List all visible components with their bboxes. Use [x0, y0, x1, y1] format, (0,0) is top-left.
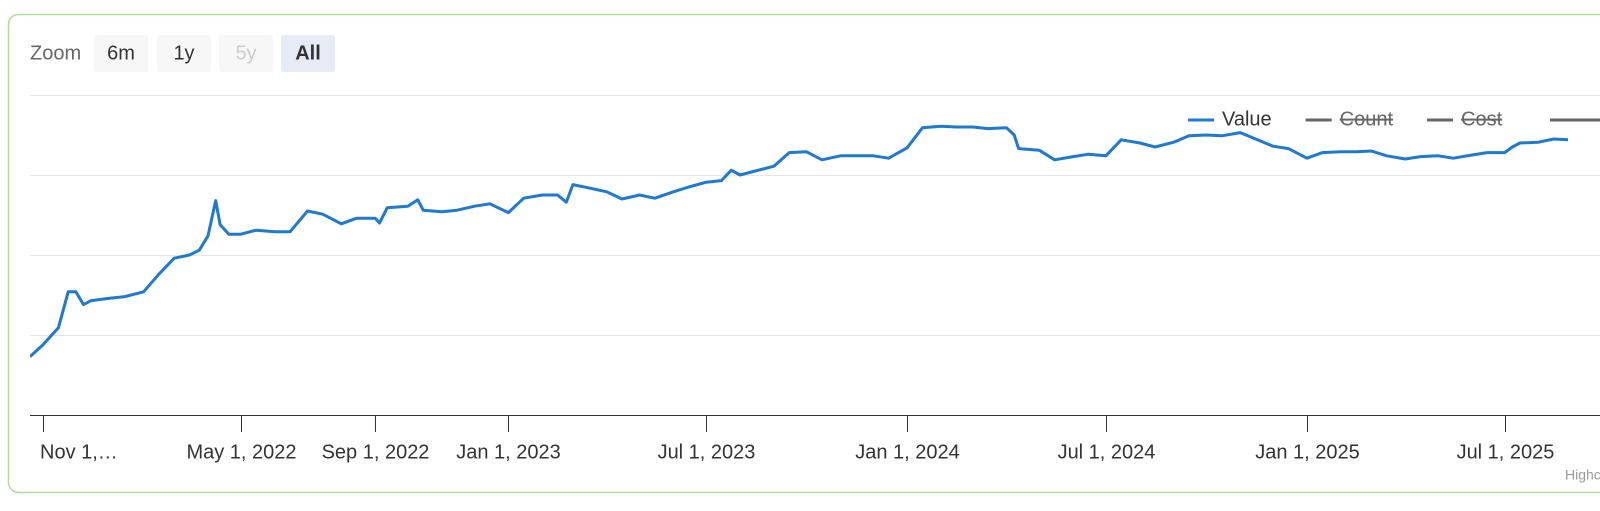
zoom-button-bg — [94, 35, 148, 72]
x-tick-label: Jan 1, 2023 — [456, 441, 561, 463]
legend-item[interactable]: Value — [1188, 108, 1272, 130]
x-tick-label: Jul 1, 2024 — [1058, 441, 1156, 463]
zoom-button-bg — [281, 35, 335, 72]
line-series — [30, 124, 1568, 358]
zoom-button-label: 6m — [107, 42, 135, 64]
zoom-button-label: 1y — [173, 42, 194, 64]
zoom-button[interactable]: 1y — [157, 35, 211, 72]
zoom-button-bg — [157, 35, 211, 72]
zoom-button-label: All — [295, 42, 321, 64]
x-tick-label: Sep 1, 2022 — [322, 441, 430, 463]
x-tick-label: Jan 1, 2025 — [1255, 441, 1360, 463]
x-tick-label: Jan 1, 2024 — [855, 441, 960, 463]
zoom-button[interactable]: All — [281, 35, 335, 72]
legend-label: Count — [1340, 108, 1394, 130]
x-tick-label: Jul 1, 2023 — [658, 441, 756, 463]
legend-label: Cost — [1461, 108, 1503, 130]
zoom-label: Zoom — [30, 42, 81, 64]
zoom-button[interactable]: 6m — [94, 35, 148, 72]
zoom-button-label: 5y — [235, 42, 256, 64]
credits[interactable]: Highcharts.com — [1565, 467, 1600, 483]
x-tick-label: Jul 1, 2025 — [1457, 441, 1555, 463]
x-tick-label: Nov 1,… — [40, 441, 118, 463]
legend-item[interactable]: Count — [1305, 108, 1394, 130]
zoom-button: 5y — [219, 35, 273, 72]
x-tick-label: May 1, 2022 — [186, 441, 296, 463]
zoom-button-bg — [219, 35, 273, 72]
legend-item[interactable]: Cost — [1427, 108, 1503, 130]
legend-label: Value — [1222, 108, 1272, 130]
chart-frame — [7, 13, 1600, 494]
